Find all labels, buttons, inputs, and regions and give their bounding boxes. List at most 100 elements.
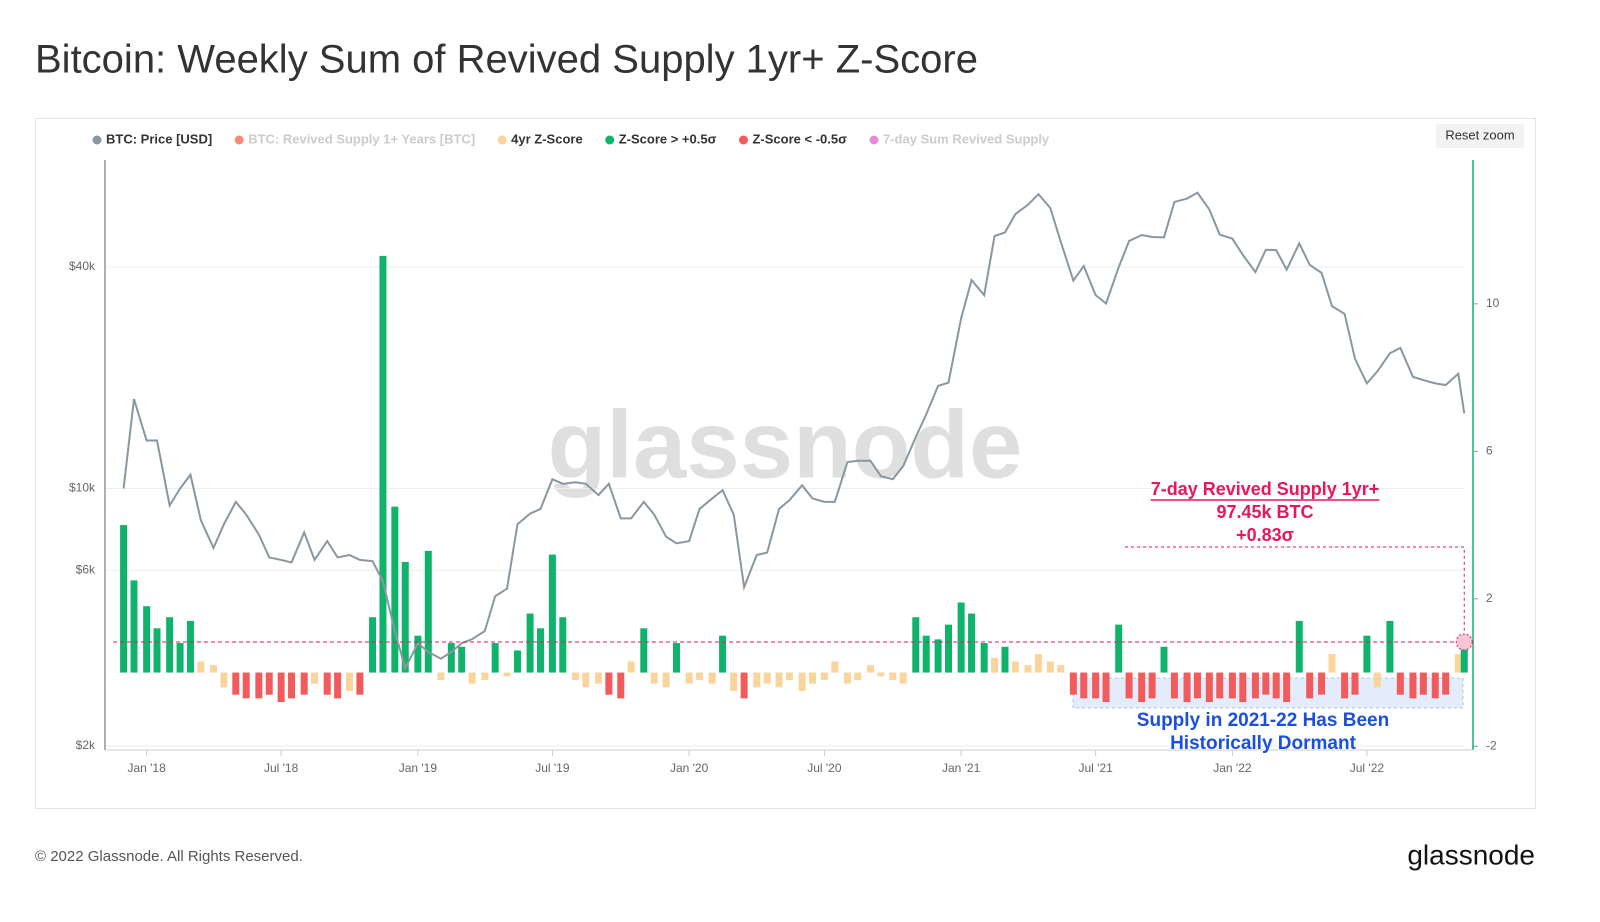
zscore-bar <box>708 672 716 684</box>
zscore-bar <box>594 672 602 684</box>
zscore-bar <box>232 672 240 695</box>
zscore-bar <box>1228 672 1236 699</box>
zscore-bar <box>763 672 771 684</box>
zscore-bar <box>899 672 907 684</box>
legend-label: Z-Score < -0.5σ <box>752 131 847 146</box>
zscore-bar <box>1386 620 1394 673</box>
zscore-bar <box>346 672 354 691</box>
zscore-bar <box>730 672 738 691</box>
zscore-bar <box>1148 672 1156 699</box>
zscore-bar <box>889 672 897 680</box>
zscore-bar <box>130 580 138 673</box>
legend-marker <box>738 135 748 145</box>
zscore-bar <box>1460 641 1468 673</box>
zscore-bar <box>1431 672 1439 699</box>
zscore-bar <box>1125 672 1133 699</box>
zscore-bar <box>491 643 499 673</box>
zscore-bar <box>1363 635 1371 673</box>
zscore-bar <box>1115 624 1123 673</box>
y-tick-label: $10k <box>69 481 96 495</box>
x-tick-label: Jul '22 <box>1350 761 1385 775</box>
zscore-bar <box>877 672 885 677</box>
zscore-bar <box>468 672 476 684</box>
zscore-bar <box>176 643 184 673</box>
price-line <box>122 191 1466 672</box>
zscore-bar <box>662 672 670 688</box>
zscore-bar <box>831 661 839 673</box>
zscore-bar <box>1283 672 1291 703</box>
callout-text: +0.83σ <box>1236 525 1294 545</box>
zscore-bar <box>934 639 942 673</box>
zscore-bar <box>785 672 793 680</box>
y2-tick-label: -2 <box>1486 738 1497 752</box>
zscore-bar <box>854 672 862 680</box>
zscore-bar <box>685 672 693 684</box>
zscore-bar <box>166 617 174 673</box>
x-tick-label: Jul '18 <box>264 761 299 775</box>
zscore-bar <box>617 672 625 699</box>
zscore-bar <box>798 672 806 691</box>
reset-zoom-label[interactable]: Reset zoom <box>1445 127 1514 142</box>
zscore-bar <box>1170 672 1178 699</box>
zscore-bar <box>912 617 920 673</box>
zscore-bar <box>559 617 567 673</box>
zscore-bar <box>391 506 399 673</box>
zscore-bar <box>1239 672 1247 703</box>
zscore-bar <box>424 550 432 673</box>
zscore-bar <box>153 628 161 673</box>
zscore-bar <box>1272 672 1280 699</box>
x-tick-label: Jan '18 <box>127 761 166 775</box>
zscore-bar <box>1373 672 1381 688</box>
x-tick-label: Jul '20 <box>807 761 842 775</box>
zscore-bar <box>582 672 590 688</box>
zscore-bar <box>1442 672 1450 695</box>
zscore-bar <box>775 672 783 688</box>
zscore-bar <box>843 672 851 684</box>
zscore-bar <box>255 672 263 699</box>
callout-point <box>1455 633 1473 651</box>
zscore-bar <box>356 672 364 695</box>
legend-label: 7-day Sum Revived Supply <box>883 131 1050 146</box>
x-tick-label: Jul '19 <box>535 761 570 775</box>
zscore-bar <box>1409 672 1417 699</box>
zscore-bar <box>1080 672 1088 699</box>
dormant-text: Supply in 2021-22 Has Been <box>1137 710 1389 731</box>
legend-marker <box>497 135 507 145</box>
zscore-bar <box>1102 672 1110 703</box>
x-tick-label: Jul '21 <box>1078 761 1113 775</box>
y-tick-label: $6k <box>76 562 96 576</box>
zscore-bar <box>980 643 988 673</box>
zscore-bar <box>866 665 874 673</box>
zscore-bar <box>369 617 377 673</box>
legend-label: 4yr Z-Score <box>511 131 583 146</box>
zscore-bar <box>1205 672 1213 703</box>
x-tick-label: Jan '22 <box>1213 761 1252 775</box>
zscore-bar <box>740 672 748 699</box>
zscore-bar <box>1034 654 1042 673</box>
legend-marker <box>869 135 879 145</box>
reset-zoom[interactable] <box>1436 124 1524 148</box>
zscore-bar <box>265 672 273 695</box>
title: Bitcoin: Weekly Sum of Revived Supply 1y… <box>35 38 978 82</box>
legend-label: BTC: Price [USD] <box>106 131 212 146</box>
zscore-bar <box>1351 672 1359 695</box>
zscore-bar <box>548 554 556 673</box>
zscore-bar <box>288 672 296 699</box>
zscore-bar <box>458 646 466 673</box>
x-tick-label: Jan '21 <box>942 761 981 775</box>
zscore-bar <box>277 672 285 703</box>
zscore-bar <box>437 672 445 680</box>
zscore-bar <box>379 255 387 673</box>
zscore-bar <box>186 620 194 673</box>
zscore-bar <box>1160 646 1168 673</box>
zscore-bar <box>1183 672 1191 703</box>
zscore-bar <box>1057 665 1065 673</box>
zscore-bar <box>414 635 422 673</box>
zscore-bar <box>1138 672 1146 703</box>
zscore-bar <box>640 628 648 673</box>
zscore-bar <box>1193 672 1201 699</box>
zscore-bar <box>1318 672 1326 695</box>
zscore-bar <box>820 672 828 680</box>
zscore-bar <box>120 525 128 673</box>
dormant-text: Historically Dormant <box>1170 733 1356 754</box>
